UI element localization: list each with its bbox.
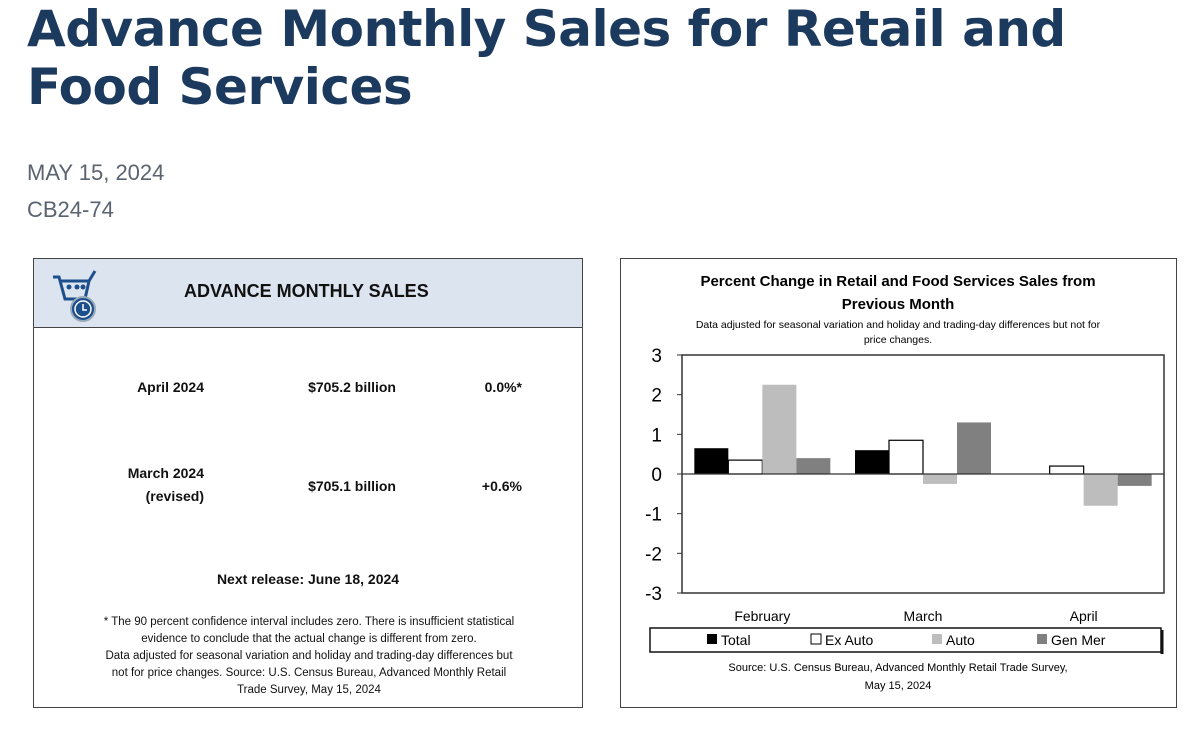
- y-tick-label: -2: [645, 544, 662, 565]
- chart-source: Source: U.S. Census Bureau, Advanced Mon…: [728, 662, 1067, 674]
- footnote-line: evidence to conclude that the actual cha…: [141, 633, 477, 645]
- release-date: MAY 15, 2024: [27, 160, 165, 185]
- legend: [649, 627, 1162, 653]
- legend-swatch: [810, 633, 822, 645]
- page-title: Advance Monthly Sales for Retail and Foo…: [27, 0, 1066, 116]
- footnote-line: not for price changes. Source: U.S. Cens…: [111, 667, 507, 679]
- bar-ex-auto: [1049, 465, 1085, 475]
- bar-gen-mer: [796, 458, 831, 474]
- y-tick-label: 2: [651, 386, 662, 407]
- bar-gen-mer: [957, 422, 991, 474]
- summary-header: ADVANCE MONTHLY SALES: [34, 259, 582, 328]
- summary-panel: ADVANCE MONTHLY SALES April 2024 $705.2 …: [33, 258, 583, 708]
- bar-gen-mer: [1117, 474, 1152, 486]
- bar-chart: Percent Change in Retail and Food Servic…: [645, 273, 1165, 692]
- x-tick-label: April: [1070, 608, 1098, 624]
- y-tick-label: -1: [645, 505, 662, 526]
- chart-title-line1: Percent Change in Retail and Food Servic…: [700, 273, 1095, 290]
- y-tick-label: 0: [651, 465, 662, 486]
- bar-ex-auto: [888, 439, 924, 475]
- chart-panel: Percent Change in Retail and Food Servic…: [620, 258, 1177, 708]
- y-tick-label: -3: [645, 584, 662, 605]
- y-tick-label: 3: [651, 346, 662, 367]
- bar-total: [855, 450, 889, 474]
- period-label: April 2024: [137, 379, 204, 395]
- footnote-line: Trade Survey, May 15, 2024: [237, 684, 381, 696]
- footnote: * The 90 percent confidence interval inc…: [44, 614, 574, 699]
- summary-title: ADVANCE MONTHLY SALES: [184, 281, 429, 301]
- bar-ex-auto: [727, 459, 763, 475]
- y-tick-label: 1: [651, 425, 662, 446]
- sales-value: $705.2 billion: [308, 379, 396, 395]
- legend-swatch: [1037, 634, 1047, 644]
- percent-change: +0.6%: [481, 478, 522, 494]
- bar-auto: [923, 474, 957, 484]
- footnote-line: Data adjusted for seasonal variation and…: [105, 650, 513, 662]
- x-tick-label: March: [904, 608, 943, 624]
- period-note: (revised): [145, 488, 204, 504]
- next-release: Next release: June 18, 2024: [216, 571, 400, 587]
- bar-auto: [1083, 474, 1118, 506]
- legend-label: Gen Mer: [1051, 632, 1106, 648]
- footnote-line: * The 90 percent confidence interval inc…: [103, 616, 515, 628]
- chart-title-line2: Previous Month: [842, 296, 955, 313]
- percent-change: 0.0%*: [484, 379, 522, 395]
- x-tick-label: February: [734, 608, 790, 624]
- bar-auto: [762, 384, 797, 474]
- bar-total: [694, 448, 729, 474]
- shopping-cart-clock-icon: [53, 270, 97, 322]
- legend-label: Total: [721, 632, 751, 648]
- chart-source: May 15, 2024: [865, 680, 932, 692]
- sales-value: $705.1 billion: [308, 478, 396, 494]
- legend-label: Auto: [946, 632, 975, 648]
- legend-swatch: [932, 634, 942, 644]
- chart-subtitle-line2: price changes.: [864, 334, 932, 346]
- chart-subtitle-line1: Data adjusted for seasonal variation and…: [696, 319, 1101, 331]
- legend-label: Ex Auto: [825, 632, 873, 648]
- legend-swatch: [707, 634, 717, 644]
- release-id: CB24-74: [27, 197, 114, 222]
- period-label: March 2024: [127, 465, 204, 481]
